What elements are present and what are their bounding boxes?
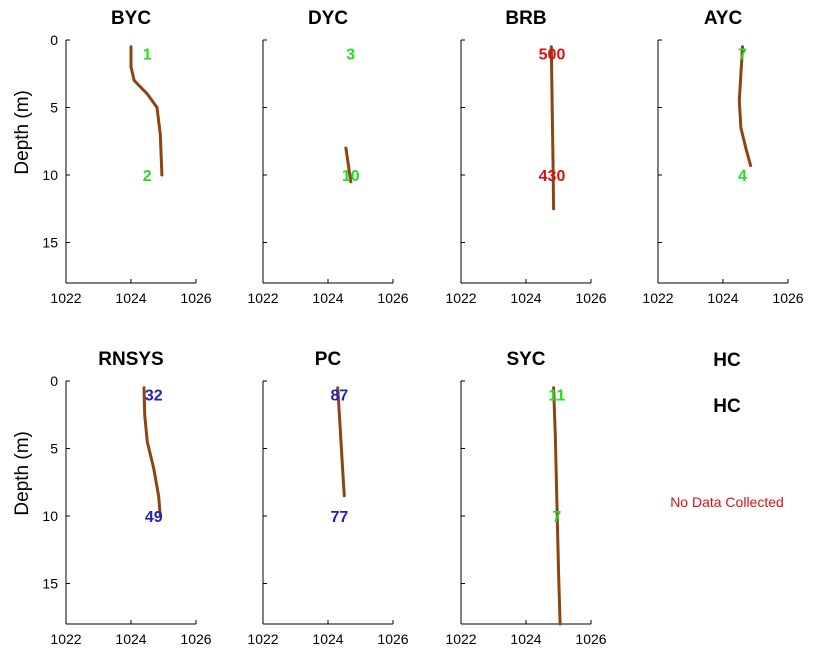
y-tick-label: 5 <box>50 441 58 457</box>
data-annotation: 2 <box>143 168 152 185</box>
series-line <box>142 386 162 518</box>
data-annotation: 49 <box>145 509 163 526</box>
panel-title: HC <box>713 350 741 371</box>
series-line <box>336 386 346 498</box>
data-annotation: 1 <box>143 47 152 64</box>
data-annotation: 87 <box>330 388 348 405</box>
data-annotation: 3 <box>346 47 355 64</box>
x-tick-label: 1022 <box>642 290 673 306</box>
y-tick-label: 10 <box>42 167 58 183</box>
x-tick-label: 1026 <box>575 290 606 306</box>
y-tick-label: 0 <box>50 373 58 389</box>
data-annotation: 430 <box>539 168 566 185</box>
data-annotation: 10 <box>342 168 360 185</box>
panel-title: BYC <box>111 8 151 29</box>
y-axis-label: Depth (m) <box>12 431 33 515</box>
x-tick-label: 1024 <box>312 631 343 647</box>
panel-title: AYC <box>704 8 743 29</box>
panel-title: DYC <box>308 8 348 29</box>
x-tick-label: 1024 <box>510 290 541 306</box>
x-tick-label: 1026 <box>377 631 408 647</box>
x-tick-label: 1024 <box>115 631 146 647</box>
panel-subtitle: HC <box>713 396 741 417</box>
panel-title: RNSYS <box>98 349 163 370</box>
x-tick-label: 1022 <box>247 290 278 306</box>
x-tick-label: 1022 <box>445 631 476 647</box>
series-line <box>344 146 353 184</box>
data-annotation: 7 <box>738 47 747 64</box>
series-line <box>129 45 164 177</box>
panel-title: BRB <box>505 8 546 29</box>
data-annotation: 500 <box>539 47 566 64</box>
y-tick-label: 15 <box>42 576 58 592</box>
y-tick-label: 15 <box>42 235 58 251</box>
y-axis-label: Depth (m) <box>12 90 33 174</box>
panel-title: SYC <box>506 349 545 370</box>
data-annotation: 11 <box>548 388 565 405</box>
y-tick-label: 5 <box>50 100 58 116</box>
series-line <box>552 386 562 626</box>
data-annotation: 7 <box>552 509 561 526</box>
x-tick-label: 1022 <box>50 631 81 647</box>
x-tick-label: 1024 <box>115 290 146 306</box>
x-tick-label: 1024 <box>312 290 343 306</box>
x-tick-label: 1026 <box>772 290 803 306</box>
x-tick-label: 1024 <box>510 631 541 647</box>
x-tick-label: 1022 <box>247 631 278 647</box>
x-tick-label: 1024 <box>707 290 738 306</box>
y-tick-label: 0 <box>50 32 58 48</box>
data-annotation: 77 <box>330 509 348 526</box>
series-line <box>549 45 556 211</box>
y-tick-label: 10 <box>42 508 58 524</box>
data-annotation: 4 <box>738 168 747 185</box>
x-tick-label: 1026 <box>180 631 211 647</box>
x-tick-label: 1026 <box>180 290 211 306</box>
x-tick-label: 1022 <box>445 290 476 306</box>
x-tick-label: 1026 <box>377 290 408 306</box>
panel-title: PC <box>315 349 342 370</box>
x-tick-label: 1026 <box>575 631 606 647</box>
data-annotation: 32 <box>145 388 163 405</box>
x-tick-label: 1022 <box>50 290 81 306</box>
no-data-note: No Data Collected <box>670 494 784 510</box>
series-line <box>737 45 753 168</box>
